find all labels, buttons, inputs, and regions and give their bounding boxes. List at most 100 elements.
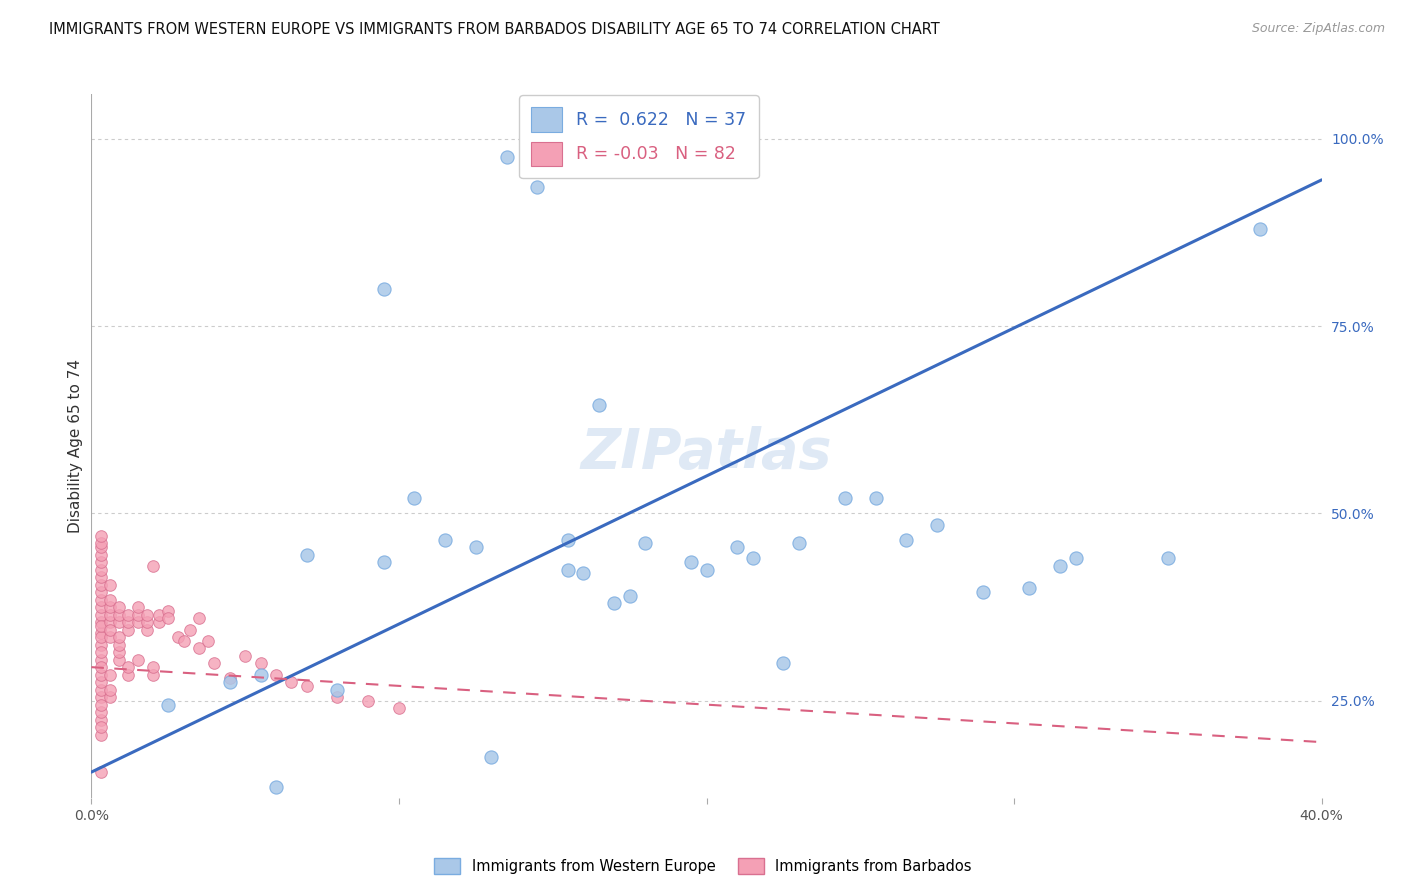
- Point: [264, 667, 287, 681]
- Point: [90, 540, 112, 554]
- Point: [98, 667, 121, 681]
- Point: [148, 607, 170, 622]
- Text: Source: ZipAtlas.com: Source: ZipAtlas.com: [1251, 22, 1385, 36]
- Point: [972, 585, 994, 599]
- Point: [90, 619, 112, 633]
- Point: [373, 282, 395, 296]
- Point: [135, 607, 157, 622]
- Point: [90, 570, 112, 584]
- Point: [90, 645, 112, 659]
- Point: [135, 623, 157, 637]
- Point: [90, 585, 112, 599]
- Point: [90, 577, 112, 591]
- Point: [157, 604, 180, 618]
- Point: [98, 690, 121, 705]
- Point: [117, 660, 139, 674]
- Point: [326, 690, 349, 705]
- Point: [117, 623, 139, 637]
- Point: [98, 600, 121, 615]
- Point: [108, 615, 131, 630]
- Point: [197, 634, 219, 648]
- Point: [696, 563, 718, 577]
- Point: [557, 533, 579, 547]
- Point: [927, 517, 949, 532]
- Point: [603, 596, 626, 610]
- Point: [117, 667, 139, 681]
- Point: [90, 563, 112, 577]
- Point: [1018, 582, 1040, 596]
- Point: [157, 611, 180, 625]
- Point: [108, 653, 131, 667]
- Point: [90, 626, 112, 640]
- Legend: Immigrants from Western Europe, Immigrants from Barbados: Immigrants from Western Europe, Immigran…: [429, 852, 977, 880]
- Point: [526, 180, 548, 194]
- Point: [142, 667, 165, 681]
- Point: [404, 491, 426, 506]
- Point: [98, 592, 121, 607]
- Legend: R =  0.622   N = 37, R = -0.03   N = 82: R = 0.622 N = 37, R = -0.03 N = 82: [519, 95, 759, 178]
- Point: [233, 648, 256, 663]
- Point: [326, 682, 349, 697]
- Point: [188, 611, 211, 625]
- Point: [464, 540, 486, 554]
- Point: [142, 558, 165, 573]
- Point: [495, 150, 517, 164]
- Point: [173, 634, 195, 648]
- Point: [98, 607, 121, 622]
- Point: [725, 540, 748, 554]
- Point: [98, 630, 121, 644]
- Point: [90, 555, 112, 569]
- Point: [90, 638, 112, 652]
- Point: [179, 623, 201, 637]
- Point: [479, 750, 502, 764]
- Point: [1049, 558, 1071, 573]
- Point: [90, 720, 112, 734]
- Point: [588, 398, 610, 412]
- Point: [557, 563, 579, 577]
- Point: [127, 653, 149, 667]
- Point: [117, 607, 139, 622]
- Point: [90, 630, 112, 644]
- Point: [127, 607, 149, 622]
- Point: [634, 536, 657, 550]
- Point: [90, 529, 112, 543]
- Point: [108, 638, 131, 652]
- Point: [202, 657, 225, 671]
- Point: [572, 566, 595, 581]
- Point: [157, 698, 180, 712]
- Point: [90, 728, 112, 742]
- Point: [787, 536, 810, 550]
- Point: [108, 630, 131, 644]
- Point: [90, 705, 112, 719]
- Point: [90, 765, 112, 780]
- Point: [90, 713, 112, 727]
- Point: [295, 548, 318, 562]
- Point: [117, 615, 139, 630]
- Y-axis label: Disability Age 65 to 74: Disability Age 65 to 74: [67, 359, 83, 533]
- Point: [772, 657, 794, 671]
- Point: [681, 555, 703, 569]
- Point: [896, 533, 918, 547]
- Text: IMMIGRANTS FROM WESTERN EUROPE VS IMMIGRANTS FROM BARBADOS DISABILITY AGE 65 TO : IMMIGRANTS FROM WESTERN EUROPE VS IMMIGR…: [49, 22, 941, 37]
- Point: [98, 623, 121, 637]
- Point: [373, 555, 395, 569]
- Point: [142, 660, 165, 674]
- Point: [188, 641, 211, 656]
- Point: [108, 600, 131, 615]
- Point: [249, 667, 271, 681]
- Point: [108, 607, 131, 622]
- Point: [90, 653, 112, 667]
- Point: [90, 698, 112, 712]
- Point: [264, 780, 287, 794]
- Point: [90, 600, 112, 615]
- Point: [90, 607, 112, 622]
- Point: [1064, 551, 1087, 566]
- Point: [90, 592, 112, 607]
- Point: [127, 600, 149, 615]
- Point: [90, 675, 112, 690]
- Point: [834, 491, 856, 506]
- Point: [90, 615, 112, 630]
- Point: [249, 657, 271, 671]
- Point: [98, 615, 121, 630]
- Point: [90, 682, 112, 697]
